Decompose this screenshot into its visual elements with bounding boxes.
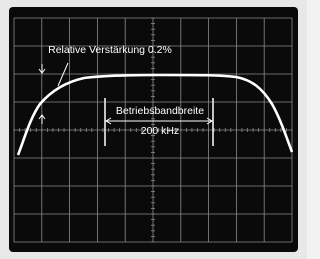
oscilloscope-photo: Relative Verstärkung 0.2% Betriebsbandbr… (0, 0, 307, 259)
gain-annotation: Relative Verstärkung 0.2% (48, 44, 172, 56)
bandwidth-value: 200 kHz (141, 125, 180, 137)
bandwidth-label: Betriebsbandbreite (116, 105, 204, 117)
page: {"annotations": {"gain": "Relative Verst… (0, 0, 307, 259)
